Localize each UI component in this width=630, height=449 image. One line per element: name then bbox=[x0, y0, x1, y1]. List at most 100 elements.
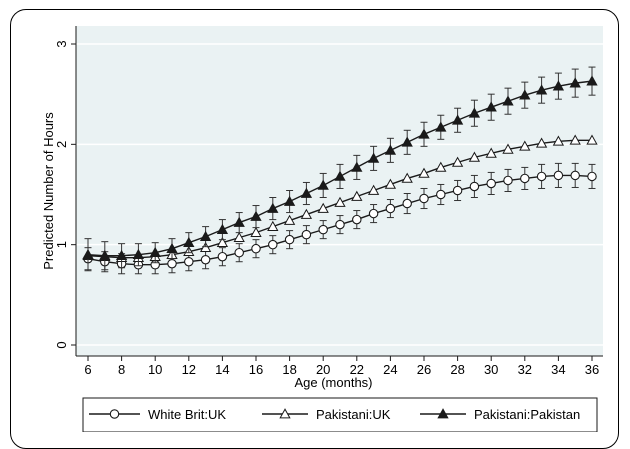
point-white-brit-uk-19 bbox=[301, 229, 312, 240]
x-tick-label-14: 14 bbox=[215, 362, 229, 377]
point-pakistani-pakistan-35 bbox=[569, 77, 581, 88]
x-tick-label-34: 34 bbox=[551, 362, 565, 377]
point-pakistani-pakistan-28 bbox=[451, 114, 464, 125]
point-white-brit-uk-33 bbox=[536, 171, 547, 182]
point-pakistani-pakistan-6 bbox=[82, 248, 94, 260]
legend-marker-pakistani-uk bbox=[279, 408, 291, 419]
point-pakistani-pakistan-15 bbox=[233, 216, 245, 227]
legend: White Brit:UK Pakistani:UK Pakistani:Pakis… bbox=[82, 397, 598, 432]
point-pakistani-uk-16 bbox=[250, 226, 262, 237]
point-pakistani-pakistan-9 bbox=[132, 248, 145, 260]
point-pakistani-uk-24 bbox=[384, 178, 397, 189]
point-pakistani-uk-36 bbox=[586, 134, 598, 145]
point-white-brit-uk-24 bbox=[385, 203, 396, 214]
x-tick-label-12: 12 bbox=[182, 362, 196, 377]
point-pakistani-pakistan-34 bbox=[552, 80, 565, 91]
legend-label-pakistani-pakistan: Pakistani:Pakistan bbox=[474, 407, 580, 422]
x-tick-label-6: 6 bbox=[84, 362, 91, 377]
point-pakistani-uk-21 bbox=[334, 196, 346, 207]
point-white-brit-uk-26 bbox=[419, 193, 429, 204]
point-pakistani-uk-26 bbox=[418, 167, 430, 178]
point-white-brit-uk-11 bbox=[167, 258, 177, 269]
legend-marker-white-brit-uk bbox=[109, 409, 120, 419]
y-tick-label-1: 1 bbox=[54, 241, 69, 248]
legend-item-white-brit-uk: White Brit:UK bbox=[89, 407, 226, 422]
point-pakistani-uk-25 bbox=[401, 172, 413, 183]
point-white-brit-uk-30 bbox=[486, 178, 496, 189]
point-pakistani-pakistan-26 bbox=[418, 128, 430, 139]
point-white-brit-uk-25 bbox=[402, 198, 412, 209]
point-pakistani-pakistan-25 bbox=[401, 136, 413, 147]
x-tick-label-18: 18 bbox=[282, 362, 296, 377]
plot-area bbox=[76, 26, 603, 356]
x-tick-label-22: 22 bbox=[350, 362, 364, 377]
legend-box bbox=[82, 397, 598, 432]
point-pakistani-uk-23 bbox=[367, 184, 380, 195]
x-axis-title: Age (months) bbox=[294, 375, 372, 390]
point-pakistani-pakistan-17 bbox=[267, 202, 279, 213]
point-pakistani-pakistan-27 bbox=[435, 121, 447, 132]
x-tick-label-20: 20 bbox=[316, 362, 330, 377]
point-pakistani-pakistan-14 bbox=[216, 223, 229, 234]
point-white-brit-uk-17 bbox=[268, 239, 278, 250]
point-white-brit-uk-35 bbox=[570, 170, 580, 181]
legend-label-white-brit-uk: White Brit:UK bbox=[148, 407, 226, 422]
y-tick-label-3: 3 bbox=[54, 40, 69, 47]
point-white-brit-uk-13 bbox=[200, 254, 211, 265]
point-pakistani-pakistan-10 bbox=[149, 246, 161, 258]
point-white-brit-uk-29 bbox=[469, 181, 480, 192]
point-pakistani-uk-18 bbox=[283, 214, 296, 225]
point-white-brit-uk-23 bbox=[368, 208, 379, 219]
legend-marker-pakistani-pakistan bbox=[437, 408, 449, 419]
point-white-brit-uk-28 bbox=[452, 185, 463, 196]
point-pakistani-pakistan-22 bbox=[351, 161, 363, 172]
x-tick-label-26: 26 bbox=[417, 362, 431, 377]
x-tick-label-24: 24 bbox=[383, 362, 397, 377]
point-white-brit-uk-20 bbox=[318, 224, 328, 235]
x-tick-label-28: 28 bbox=[450, 362, 464, 377]
point-pakistani-pakistan-7 bbox=[99, 249, 111, 261]
point-white-brit-uk-18 bbox=[284, 234, 295, 245]
point-pakistani-pakistan-33 bbox=[535, 84, 548, 95]
point-pakistani-pakistan-29 bbox=[468, 107, 481, 118]
point-pakistani-uk-30 bbox=[485, 147, 497, 158]
point-pakistani-pakistan-8 bbox=[115, 249, 128, 261]
point-white-brit-uk-36 bbox=[587, 171, 597, 182]
point-pakistani-uk-27 bbox=[435, 161, 447, 172]
point-white-brit-uk-31 bbox=[503, 175, 513, 186]
point-pakistani-pakistan-12 bbox=[183, 236, 195, 247]
point-pakistani-uk-15 bbox=[233, 231, 245, 242]
point-pakistani-uk-32 bbox=[519, 140, 531, 151]
point-pakistani-pakistan-31 bbox=[502, 95, 514, 106]
point-pakistani-pakistan-19 bbox=[300, 187, 313, 198]
point-pakistani-pakistan-16 bbox=[250, 210, 262, 221]
point-pakistani-pakistan-11 bbox=[166, 242, 178, 254]
point-white-brit-uk-16 bbox=[251, 243, 261, 254]
point-pakistani-uk-28 bbox=[451, 156, 464, 167]
point-pakistani-pakistan-30 bbox=[485, 101, 497, 112]
point-white-brit-uk-21 bbox=[335, 219, 345, 230]
point-white-brit-uk-32 bbox=[520, 173, 530, 184]
point-pakistani-uk-17 bbox=[267, 220, 279, 231]
point-white-brit-uk-15 bbox=[234, 247, 244, 258]
point-white-brit-uk-27 bbox=[436, 189, 446, 200]
point-white-brit-uk-22 bbox=[352, 214, 362, 225]
point-white-brit-uk-12 bbox=[184, 256, 194, 267]
point-pakistani-uk-19 bbox=[300, 208, 313, 219]
point-pakistani-pakistan-23 bbox=[367, 152, 380, 163]
x-tick-label-32: 32 bbox=[518, 362, 532, 377]
point-pakistani-pakistan-18 bbox=[283, 195, 296, 206]
x-tick-label-16: 16 bbox=[249, 362, 263, 377]
point-pakistani-uk-34 bbox=[552, 135, 565, 146]
point-pakistani-uk-20 bbox=[317, 202, 329, 213]
point-pakistani-pakistan-20 bbox=[317, 179, 329, 190]
x-tick-label-30: 30 bbox=[484, 362, 498, 377]
x-tick-label-36: 36 bbox=[585, 362, 599, 377]
point-pakistani-uk-35 bbox=[569, 134, 581, 145]
point-pakistani-pakistan-32 bbox=[519, 89, 531, 100]
x-tick-label-10: 10 bbox=[148, 362, 162, 377]
point-pakistani-uk-13 bbox=[199, 241, 212, 253]
point-pakistani-uk-14 bbox=[216, 236, 229, 247]
point-pakistani-pakistan-24 bbox=[384, 144, 397, 155]
